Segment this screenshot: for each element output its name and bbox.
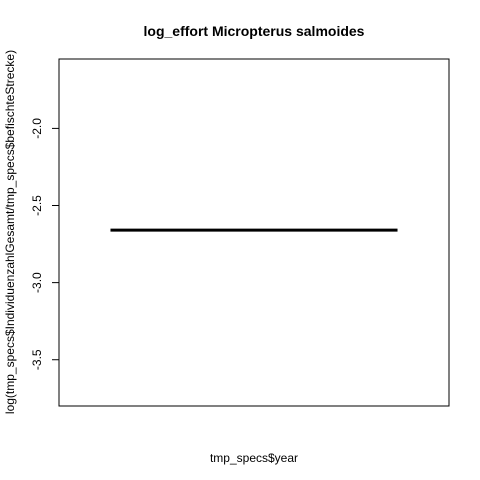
y-tick-label: -3.5 [30,349,44,370]
plot-frame [58,58,450,407]
chart-title: log_effort Micropterus salmoides [144,23,365,39]
y-tick-label: -3.0 [30,272,44,293]
y-tick-label: -2.0 [30,118,44,139]
y-axis-label: log(tmp_specs$IndividuenzahlGesamt/tmp_s… [3,50,17,414]
y-tick-label: -2.5 [30,195,44,216]
y-axis: -2.0 -2.5 -3.0 -3.5 [30,118,60,370]
x-axis-label: tmp_specs$year [210,451,298,465]
